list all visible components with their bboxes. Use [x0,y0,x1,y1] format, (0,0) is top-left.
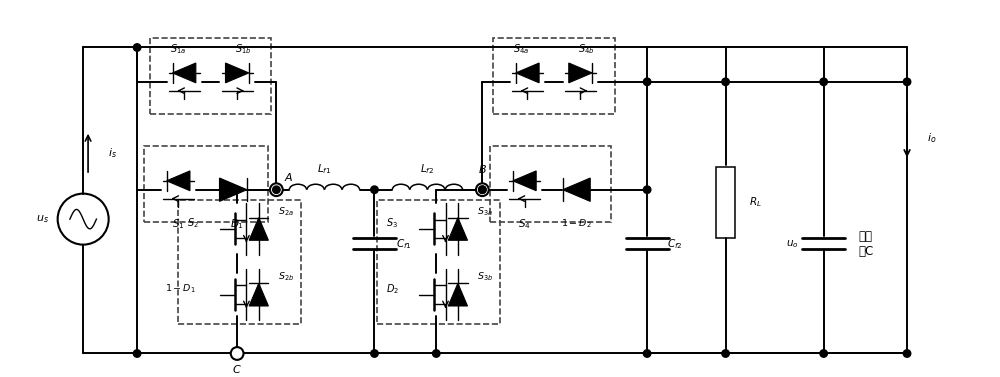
Polygon shape [167,171,190,191]
Text: $S_{2a}$: $S_{2a}$ [278,205,294,218]
Text: $B$: $B$ [478,163,487,175]
Polygon shape [249,284,268,306]
Circle shape [722,350,729,357]
Circle shape [476,183,489,196]
Circle shape [820,78,827,86]
Circle shape [133,44,141,51]
Polygon shape [448,284,468,306]
Text: $1-D_1$: $1-D_1$ [165,282,196,295]
Circle shape [820,350,827,357]
Polygon shape [249,218,268,240]
Text: $S_1$: $S_1$ [172,217,185,231]
Circle shape [903,78,911,86]
Polygon shape [219,178,247,201]
Bar [490,146,611,222]
Circle shape [433,350,440,357]
Text: $L_{f1}$: $L_{f1}$ [317,162,332,176]
Text: $R_L$: $R_L$ [749,196,761,209]
Text: $i_o$: $i_o$ [927,131,936,145]
Text: $S_{3b}$: $S_{3b}$ [477,271,493,283]
Circle shape [643,186,651,193]
Polygon shape [225,63,249,83]
Text: $L_{f2}$: $L_{f2}$ [420,162,435,176]
Text: $C_{f2}$: $C_{f2}$ [667,237,682,251]
Circle shape [270,183,283,196]
Text: $S_{4a}$: $S_{4a}$ [513,43,530,56]
Polygon shape [569,63,592,83]
Text: $S_{4b}$: $S_{4b}$ [578,43,595,56]
Circle shape [479,186,486,193]
Bar [377,199,500,324]
Circle shape [903,350,911,357]
Text: $C_{f1}$: $C_{f1}$ [396,237,412,251]
Text: $S_{3a}$: $S_{3a}$ [477,205,493,218]
Bar [716,167,735,238]
Text: $D_2$: $D_2$ [386,282,399,296]
Bar [493,38,615,114]
Text: $u_o$: $u_o$ [786,238,799,250]
Bar [178,199,301,324]
Circle shape [231,347,244,360]
Circle shape [479,186,486,193]
Bar [144,146,268,222]
Text: $D_1$: $D_1$ [230,217,244,231]
Circle shape [133,350,141,357]
Text: $S_4$: $S_4$ [518,217,531,231]
Text: $S_{1b}$: $S_{1b}$ [235,43,251,56]
Text: $1-D_2$: $1-D_2$ [561,218,592,230]
Circle shape [643,350,651,357]
Text: $S_2$: $S_2$ [187,216,199,230]
Text: $S_3$: $S_3$ [386,216,398,230]
Text: $i_s$: $i_s$ [108,147,117,160]
Polygon shape [173,63,196,83]
Circle shape [371,186,378,193]
Polygon shape [516,63,539,83]
Circle shape [273,186,280,193]
Text: $C$: $C$ [232,363,242,375]
Text: 电容
器C: 电容 器C [858,230,873,257]
Polygon shape [513,171,536,191]
Text: $S_{1a}$: $S_{1a}$ [170,43,186,56]
Bar [150,38,271,114]
Polygon shape [563,178,590,201]
Text: $A$: $A$ [284,171,294,183]
Text: $S_{2b}$: $S_{2b}$ [278,271,294,283]
Polygon shape [448,218,468,240]
Circle shape [643,78,651,86]
Circle shape [371,350,378,357]
Circle shape [722,78,729,86]
Text: $u_s$: $u_s$ [36,213,48,225]
